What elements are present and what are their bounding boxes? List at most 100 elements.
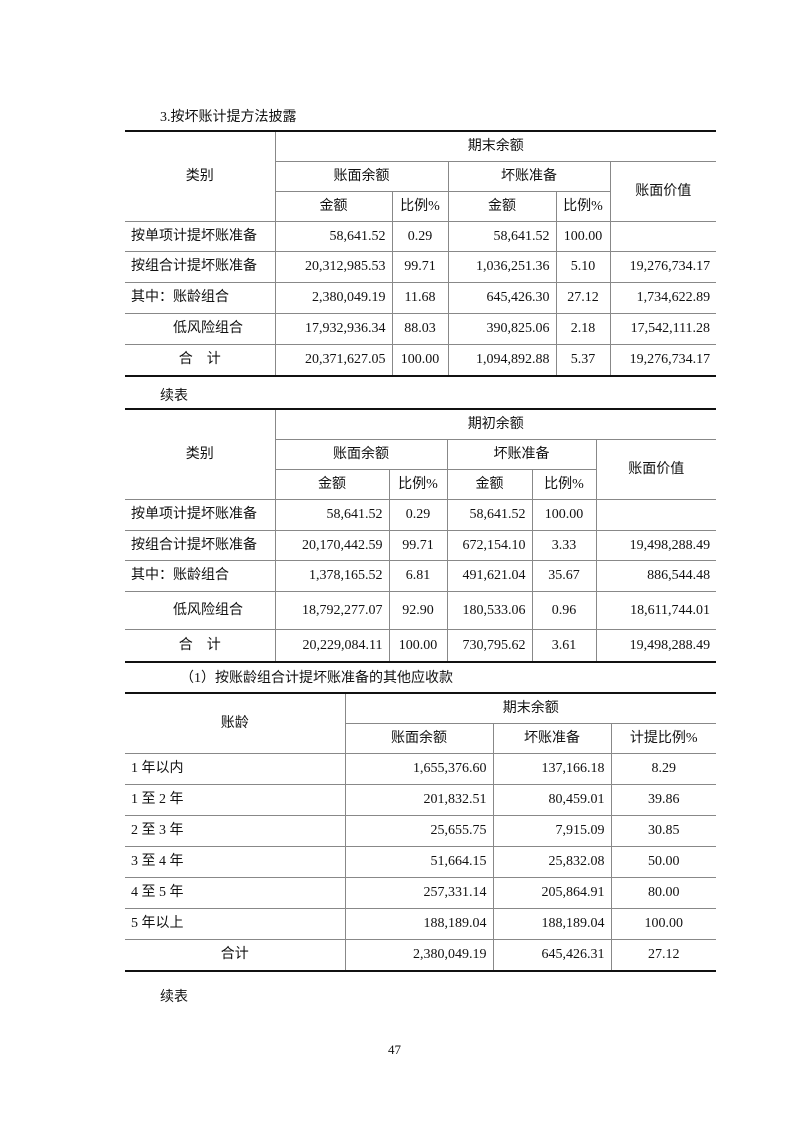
table-cell: 100.00	[555, 221, 611, 252]
table-row: 其中：账龄组合 2,380,049.19 11.68 645,426.30 27.12 1…	[125, 282, 717, 314]
table-cell: 30.85	[610, 815, 717, 847]
table-cell: 18,792,277.07	[274, 591, 390, 630]
table-cell: 58,641.52	[446, 499, 533, 531]
table-cell	[595, 499, 717, 531]
table-cell: 20,170,442.59	[274, 530, 390, 561]
row-label: 按单项计提坏账准备	[125, 499, 276, 531]
table-row: 2 至 3 年 25,655.75 7,915.09 30.85	[125, 815, 717, 847]
table-cell: 17,932,936.34	[274, 313, 393, 345]
table-cell: 0.29	[391, 221, 449, 252]
bad-debt-opening-table: 类别 期初余额 账面余额 坏账准备 账面价值 金额 比例% 金额 比例% 按单项…	[125, 408, 717, 663]
row-label: 低风险组合	[125, 591, 276, 630]
continued-label: 续表	[160, 990, 188, 1005]
header-period: 期末余额	[274, 130, 717, 162]
table-row: 合 计 20,371,627.05 100.00 1,094,892.88 5.37 19…	[125, 344, 717, 377]
table-row: 1 年以内 1,655,376.60 137,166.18 8.29	[125, 753, 717, 785]
table-cell: 7,915.09	[492, 815, 612, 847]
header-amount: 金额	[275, 191, 393, 222]
table-cell: 18,611,744.01	[595, 591, 717, 630]
table-cell: 180,533.06	[446, 591, 533, 630]
table-cell: 188,189.04	[344, 908, 494, 940]
table-cell: 3.33	[531, 530, 597, 561]
table-cell: 58,641.52	[274, 221, 393, 252]
table-cell: 730,795.62	[446, 629, 533, 663]
header-book-value: 账面价值	[595, 439, 717, 500]
table-cell: 100.00	[388, 629, 448, 663]
table-cell: 6.81	[388, 560, 448, 592]
row-label: 合计	[125, 939, 346, 972]
header-ratio: 计提比例%	[610, 723, 717, 754]
table-cell: 20,229,084.11	[274, 629, 390, 663]
table-cell: 645,426.30	[447, 282, 557, 314]
table-cell: 50.00	[610, 846, 717, 878]
header-ratio: 比例%	[531, 469, 596, 500]
table-cell: 390,825.06	[447, 313, 557, 345]
table-cell: 80,459.01	[492, 784, 612, 816]
table-cell: 39.86	[610, 784, 717, 816]
table-row: 合 计 20,229,084.11 100.00 730,795.62 3.61 19,4…	[125, 629, 717, 663]
table-cell: 201,832.51	[344, 784, 494, 816]
table-cell: 19,276,734.17	[609, 344, 717, 377]
table-cell: 1,378,165.52	[274, 560, 390, 592]
row-label: 其中：账龄组合	[125, 560, 276, 592]
header-bad-debt: 坏账准备	[447, 161, 611, 192]
table-row: 按单项计提坏账准备 58,641.52 0.29 58,641.52 100.00	[125, 221, 717, 252]
bad-debt-closing-table: 类别 期末余额 账面余额 坏账准备 账面价值 金额 比例% 金额 比例% 按单项…	[125, 130, 717, 377]
table-cell: 2.18	[555, 313, 611, 345]
table-cell: 257,331.14	[344, 877, 494, 909]
table-cell: 19,276,734.17	[609, 251, 717, 283]
table-row: 合计 2,380,049.19 645,426.31 27.12	[125, 939, 717, 972]
table-cell: 19,498,288.49	[595, 530, 717, 561]
table-cell: 3.61	[531, 629, 597, 663]
row-label: 按组合计提坏账准备	[125, 530, 276, 561]
header-period: 期初余额	[274, 408, 717, 440]
header-book-balance: 账面余额	[345, 723, 494, 754]
row-label: 5 年以上	[125, 908, 346, 940]
table-cell: 11.68	[391, 282, 449, 314]
table-cell: 51,664.15	[344, 846, 494, 878]
table-cell: 27.12	[555, 282, 611, 314]
table-cell: 99.71	[388, 530, 448, 561]
table-row: 按组合计提坏账准备 20,170,442.59 99.71 672,154.10 3.3…	[125, 530, 717, 561]
table-cell: 100.00	[610, 908, 717, 940]
table-cell: 491,621.04	[446, 560, 533, 592]
table-cell: 5.10	[555, 251, 611, 283]
table-cell: 1,734,622.89	[609, 282, 717, 314]
table-cell: 5.37	[555, 344, 611, 377]
table-row: 按组合计提坏账准备 20,312,985.53 99.71 1,036,251.36 5…	[125, 251, 717, 283]
table-cell: 1,036,251.36	[447, 251, 557, 283]
table-row: 低风险组合 18,792,277.07 92.90 180,533.06 0.96 18,…	[125, 591, 717, 630]
table-row: 按单项计提坏账准备 58,641.52 0.29 58,641.52 100.00	[125, 499, 717, 531]
table-row: 其中：账龄组合 1,378,165.52 6.81 491,621.04 35.67 88…	[125, 560, 717, 592]
header-amount: 金额	[275, 469, 390, 500]
table-cell: 8.29	[610, 753, 717, 785]
header-amount: 金额	[446, 469, 533, 500]
header-book-value: 账面价值	[609, 161, 717, 222]
table-cell: 20,371,627.05	[274, 344, 393, 377]
table-cell: 2,380,049.19	[344, 939, 494, 972]
table-cell	[609, 221, 717, 252]
table-cell: 80.00	[610, 877, 717, 909]
subsection-title: （1）按账龄组合计提坏账准备的其他应收款	[180, 671, 453, 686]
row-label: 按组合计提坏账准备	[125, 251, 276, 283]
row-label: 4 至 5 年	[125, 877, 346, 909]
table-cell: 1,655,376.60	[344, 753, 494, 785]
header-period: 期末余额	[344, 692, 717, 724]
table-cell: 137,166.18	[492, 753, 612, 785]
table-row: 4 至 5 年 257,331.14 205,864.91 80.00	[125, 877, 717, 909]
table-cell: 58,641.52	[274, 499, 390, 531]
table-cell: 205,864.91	[492, 877, 612, 909]
header-ratio: 比例%	[391, 191, 449, 222]
table-cell: 25,655.75	[344, 815, 494, 847]
aging-table: 账龄 期末余额 账面余额 坏账准备 计提比例% 1 年以内 1,655,376.6…	[125, 692, 717, 972]
table-cell: 0.96	[531, 591, 597, 630]
section-title: 3.按坏账计提方法披露	[160, 110, 297, 125]
row-label: 低风险组合	[125, 313, 276, 345]
row-label: 合 计	[125, 629, 276, 663]
header-book-balance: 账面余额	[275, 439, 448, 470]
header-book-balance: 账面余额	[275, 161, 449, 192]
table-cell: 672,154.10	[446, 530, 533, 561]
table-row: 3 至 4 年 51,664.15 25,832.08 50.00	[125, 846, 717, 878]
table-cell: 100.00	[531, 499, 597, 531]
header-category: 类别	[125, 130, 276, 222]
